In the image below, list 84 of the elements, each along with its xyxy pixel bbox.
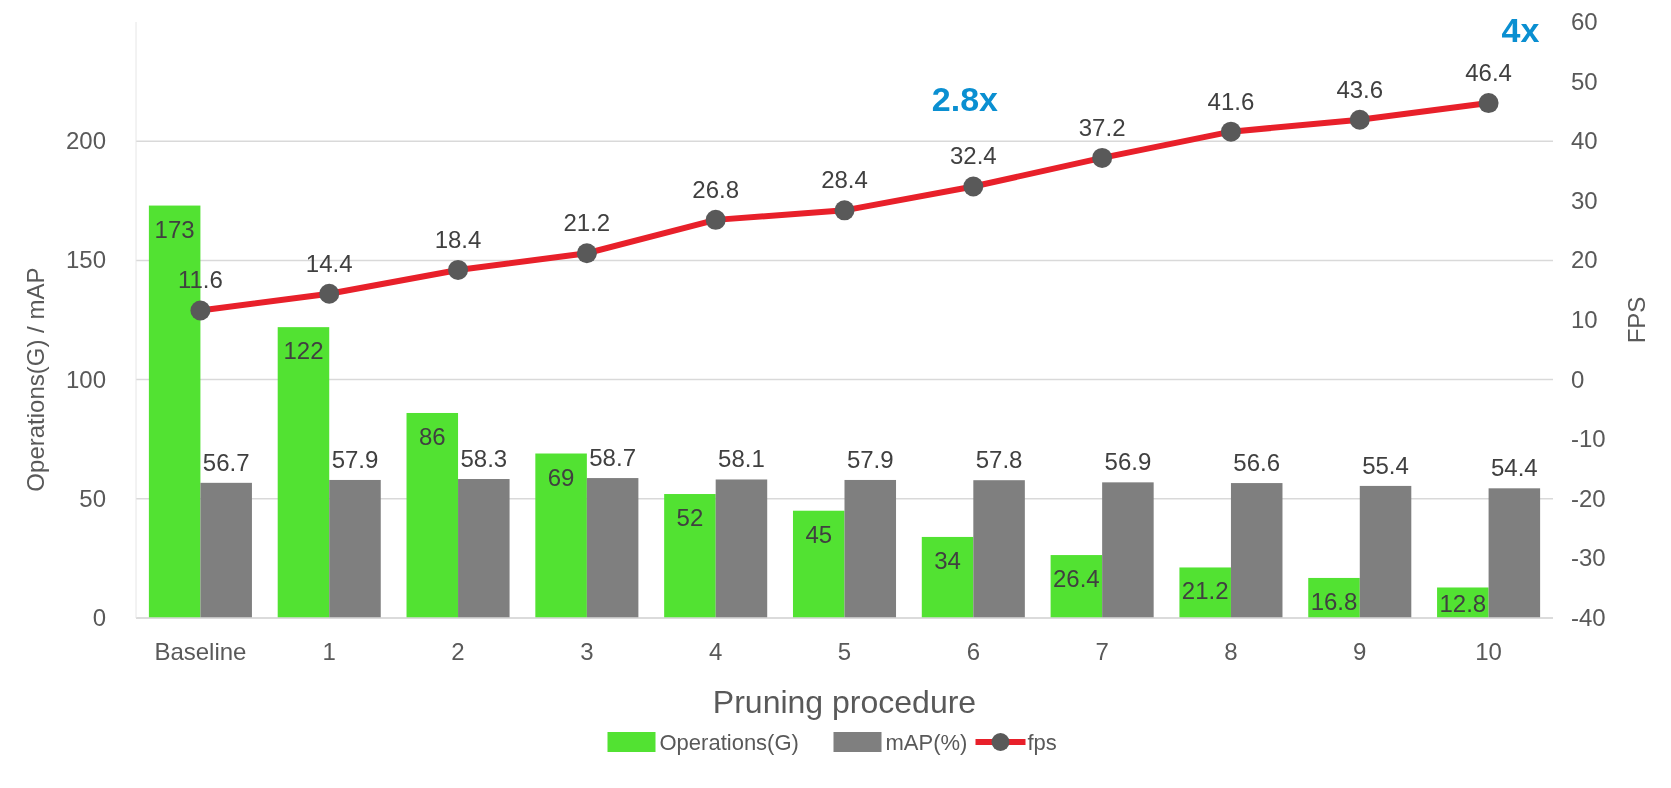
y-tick-label: 50 xyxy=(79,484,106,512)
bar xyxy=(792,510,845,618)
x-tick-label: 4 xyxy=(709,638,723,665)
data-label: 16.8 xyxy=(1310,587,1358,615)
data-label: 34 xyxy=(934,546,961,574)
annotation: 2.8x xyxy=(931,79,999,118)
data-label: 57.8 xyxy=(975,446,1023,474)
annotation: 4x xyxy=(1501,11,1540,49)
x-tick-label: 10 xyxy=(1475,638,1502,665)
data-label: 37.2 xyxy=(1078,113,1126,141)
bar xyxy=(586,478,639,618)
y2-tick-label: 10 xyxy=(1571,306,1598,333)
data-label: 57.9 xyxy=(846,445,894,473)
data-label: 173 xyxy=(154,215,195,243)
bar xyxy=(1102,482,1154,618)
legend-label: Operations(G) xyxy=(659,730,799,755)
bar xyxy=(329,479,381,618)
data-label: 52 xyxy=(676,504,704,532)
x-tick-label: Baseline xyxy=(154,638,247,665)
data-label: 26.8 xyxy=(692,175,740,203)
data-label: 86 xyxy=(418,422,446,450)
y-tick-label: 100 xyxy=(65,365,106,393)
bar xyxy=(1359,485,1412,618)
bar xyxy=(921,536,974,618)
data-label: 58.3 xyxy=(460,445,508,473)
data-label: 54.4 xyxy=(1491,454,1538,482)
x-tick-label: 5 xyxy=(837,638,852,665)
data-label: 56.9 xyxy=(1104,448,1152,476)
data-label: 69 xyxy=(547,463,575,491)
bar xyxy=(458,479,510,618)
y-tick-label: 150 xyxy=(65,246,106,274)
y-tick-label: 0 xyxy=(92,604,106,631)
data-label: 41.6 xyxy=(1207,87,1255,115)
data-label: 56.6 xyxy=(1233,449,1281,477)
bar xyxy=(973,480,1025,618)
bar xyxy=(200,482,252,618)
bar xyxy=(664,494,716,618)
data-label: 28.4 xyxy=(821,166,868,194)
y2-tick-label: -30 xyxy=(1571,544,1606,572)
data-label: 56.7 xyxy=(202,448,250,476)
data-label: 43.6 xyxy=(1336,75,1384,103)
legend-label: fps xyxy=(1027,730,1057,755)
data-label: 58.1 xyxy=(718,445,765,473)
data-label: 55.4 xyxy=(1362,451,1409,479)
y2-tick-label: 30 xyxy=(1571,186,1598,214)
legend-label: mAP(%) xyxy=(885,730,968,755)
bar xyxy=(277,327,330,618)
bar xyxy=(715,479,768,618)
y2-tick-label: -40 xyxy=(1571,604,1606,631)
data-label: 21.2 xyxy=(1181,577,1229,605)
data-label: 45 xyxy=(805,520,833,548)
y-tick-label: 200 xyxy=(65,127,106,155)
data-label: 12.8 xyxy=(1439,590,1487,617)
y2-tick-label: 60 xyxy=(1571,8,1598,35)
y2-axis-title: FPS xyxy=(1623,296,1650,344)
data-label: 57.9 xyxy=(331,445,379,473)
data-label: 122 xyxy=(283,337,324,365)
y2-tick-label: 20 xyxy=(1571,246,1598,274)
data-label: 58.7 xyxy=(589,444,636,472)
y2-tick-label: -20 xyxy=(1571,484,1606,512)
y2-tick-label: -10 xyxy=(1571,425,1606,453)
y2-tick-label: 40 xyxy=(1571,127,1598,155)
bar xyxy=(406,412,459,618)
x-tick-label: 6 xyxy=(966,638,980,665)
data-label: 14.4 xyxy=(305,249,353,277)
y-axis-title: Operations(G) / mAP xyxy=(22,267,49,492)
x-axis-title: Pruning procedure xyxy=(712,684,977,720)
bar xyxy=(1488,488,1541,618)
data-label: 21.2 xyxy=(563,209,611,237)
x-tick-label: 8 xyxy=(1224,638,1238,665)
y2-tick-label: 0 xyxy=(1571,365,1585,393)
x-tick-label: 9 xyxy=(1353,638,1367,665)
data-label: 32.4 xyxy=(949,142,997,170)
data-label: 26.4 xyxy=(1053,565,1100,593)
bar xyxy=(1230,483,1283,618)
data-label: 18.4 xyxy=(434,225,482,253)
x-tick-label: 1 xyxy=(322,638,336,665)
data-label: 46.4 xyxy=(1465,59,1512,87)
x-tick-label: 7 xyxy=(1095,638,1109,665)
bar xyxy=(844,479,897,618)
bar xyxy=(535,453,587,618)
x-tick-label: 3 xyxy=(580,638,594,665)
x-tick-label: 2 xyxy=(451,638,465,665)
y2-tick-label: 50 xyxy=(1571,67,1598,95)
